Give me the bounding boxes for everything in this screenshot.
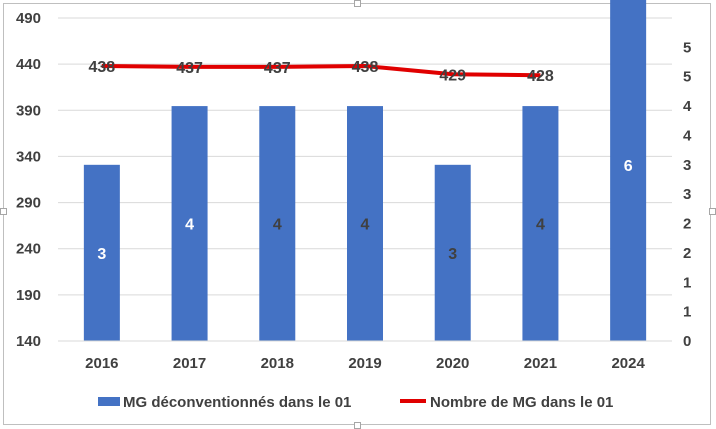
bar-series: 3 4 4 4 3 4 6	[83, 0, 647, 342]
left-axis-tick-label: 190	[16, 287, 41, 304]
bar	[83, 164, 120, 341]
line-data-label: 429	[439, 67, 466, 84]
line-data-label: 437	[176, 60, 203, 77]
left-axis-tick-label: 240	[16, 241, 41, 258]
left-axis: 140 190 240 290 340 390 440 490	[16, 10, 41, 350]
right-axis-tick-label: 3	[683, 157, 691, 174]
x-axis-tick-label: 2020	[436, 355, 469, 372]
line-series: 438 437 437 438 429 428	[89, 59, 554, 85]
bar-data-label: 4	[185, 217, 194, 234]
bar-data-label: 4	[273, 217, 282, 234]
right-axis-tick-label: 4	[683, 98, 692, 115]
right-axis-tick-label: 1	[683, 304, 691, 321]
left-axis-tick-label: 390	[16, 102, 41, 119]
bar	[171, 106, 208, 341]
left-axis-tick-label: 340	[16, 148, 41, 165]
bar-data-label: 4	[536, 217, 545, 234]
bar	[610, 0, 647, 342]
bar	[347, 106, 383, 341]
x-axis: 2016 2017 2018 2019 2020 2021 2024	[58, 340, 672, 372]
bar-data-label: 3	[448, 246, 457, 263]
legend-bar-label: MG déconventionnés dans le 01	[123, 394, 351, 411]
left-axis-tick-label: 490	[16, 10, 41, 27]
right-axis-tick-label: 5	[683, 39, 691, 56]
right-axis-tick-label: 3	[683, 186, 691, 203]
resize-handle-left[interactable]	[0, 208, 7, 215]
bar	[434, 164, 471, 341]
line-data-label: 428	[527, 68, 554, 85]
line-data-label: 437	[264, 60, 291, 77]
left-axis-tick-label: 290	[16, 195, 41, 212]
right-axis-tick-label: 2	[683, 245, 691, 262]
line-data-label: 438	[352, 59, 379, 76]
x-axis-tick-label: 2019	[348, 355, 381, 372]
right-axis-tick-label: 0	[683, 333, 691, 350]
x-axis-tick-label: 2017	[173, 355, 206, 372]
x-axis-tick-label: 2024	[611, 355, 645, 372]
bar-data-label: 6	[624, 158, 633, 175]
legend-line-label: Nombre de MG dans le 01	[430, 394, 613, 411]
right-axis: 0 1 1 2 2 3 3 4 4 5 5	[683, 39, 692, 350]
right-axis-tick-label: 2	[683, 216, 691, 233]
bar	[522, 106, 559, 341]
bar-data-label: 3	[97, 246, 106, 263]
resize-handle-top[interactable]	[354, 0, 361, 7]
line-path	[101, 63, 541, 78]
legend-bar-swatch	[98, 397, 120, 406]
right-axis-tick-label: 5	[683, 69, 691, 86]
line-data-label: 438	[89, 59, 116, 76]
right-axis-tick-label: 1	[683, 274, 691, 291]
bar-data-label: 4	[361, 217, 370, 234]
right-axis-tick-label: 4	[683, 127, 692, 144]
x-axis-tick-label: 2021	[524, 355, 557, 372]
bar	[259, 106, 296, 341]
x-axis-tick-label: 2016	[85, 355, 118, 372]
legend: MG déconventionnés dans le 01 Nombre de …	[98, 394, 613, 411]
left-axis-tick-label: 140	[16, 333, 41, 350]
x-axis-tick-label: 2018	[261, 355, 294, 372]
left-axis-tick-label: 440	[16, 56, 41, 73]
